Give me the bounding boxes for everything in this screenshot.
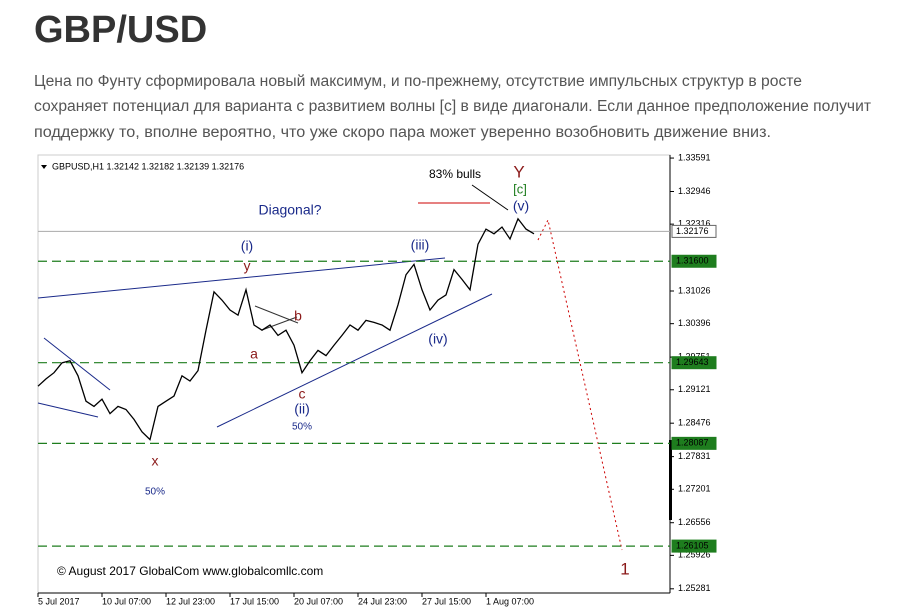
level-box — [671, 224, 717, 238]
y-tick-label: 1.33591 — [678, 152, 711, 162]
annotation: Diagonal? — [258, 202, 321, 218]
y-tick-label: 1.28476 — [678, 418, 711, 428]
paragraph-line: поддержку то, вполне вероятно, что уже с… — [34, 124, 771, 141]
level-box — [671, 254, 717, 268]
y-tick-label: 1.31026 — [678, 285, 711, 295]
annotation: y — [244, 258, 251, 274]
annotation: 83% bulls — [429, 167, 481, 181]
chart-title: GBPUSD,H1 1.32142 1.32182 1.32139 1.3217… — [52, 161, 244, 171]
annotation: Y — [513, 162, 524, 181]
level-label: 1.32176 — [676, 226, 709, 236]
level-box — [671, 436, 717, 450]
y-tick-label: 1.25926 — [678, 550, 711, 560]
level-label: 1.31600 — [676, 256, 709, 266]
y-tick-label: 1.27201 — [678, 484, 711, 494]
y-tick-label: 1.27831 — [678, 451, 711, 461]
annotation: (v) — [513, 198, 529, 214]
annotation: 1 — [620, 559, 629, 578]
annotation: © August 2017 GlobalCom www.globalcomllc… — [57, 564, 323, 578]
page-title: GBP/USD — [34, 9, 207, 51]
level-label: 1.29643 — [676, 357, 709, 367]
y-tick-label: 1.32946 — [678, 186, 711, 196]
y-tick-label: 1.29121 — [678, 384, 711, 394]
drawings — [37, 184, 623, 551]
annotation: [c] — [513, 181, 527, 196]
level-box — [671, 356, 717, 370]
annotation: (ii) — [294, 401, 310, 417]
annotation: c — [299, 386, 306, 402]
x-tick-label: 17 Jul 15:00 — [230, 596, 279, 606]
paragraph-line: Цена по Фунту сформировала новый максиму… — [34, 73, 802, 90]
x-tick-label: 10 Jul 07:00 — [102, 596, 151, 606]
price-line — [37, 217, 535, 441]
annotation: 50% — [292, 422, 312, 433]
annotation: (iii) — [411, 237, 430, 253]
chart-frame — [37, 154, 672, 594]
level-label: 1.26105 — [676, 540, 709, 550]
y-tick-label: 1.26556 — [678, 517, 711, 527]
annotation: b — [294, 308, 302, 324]
x-tick-label: 20 Jul 07:00 — [294, 596, 343, 606]
level-box — [671, 539, 717, 553]
annotation: (i) — [241, 238, 253, 254]
menu-arrow — [41, 165, 47, 169]
x-tick-label: 24 Jul 23:00 — [358, 596, 407, 606]
y-tick-label: 1.30396 — [678, 318, 711, 328]
annotation: (iv) — [428, 331, 447, 347]
annotation: a — [250, 346, 258, 362]
y-tick-label: 1.25281 — [678, 583, 711, 593]
paragraph-line: сохраняет потенциал для варианта с разви… — [34, 98, 871, 115]
x-tick-label: 12 Jul 23:00 — [166, 596, 215, 606]
annotation: x — [152, 453, 159, 469]
level-label: 1.28087 — [676, 438, 709, 448]
x-tick-label: 5 Jul 2017 — [38, 596, 80, 606]
x-tick-label: 1 Aug 07:00 — [486, 596, 534, 606]
x-tick-label: 27 Jul 15:00 — [422, 596, 471, 606]
y-tick-label: 1.32316 — [678, 219, 711, 229]
annotation: 50% — [145, 487, 165, 498]
